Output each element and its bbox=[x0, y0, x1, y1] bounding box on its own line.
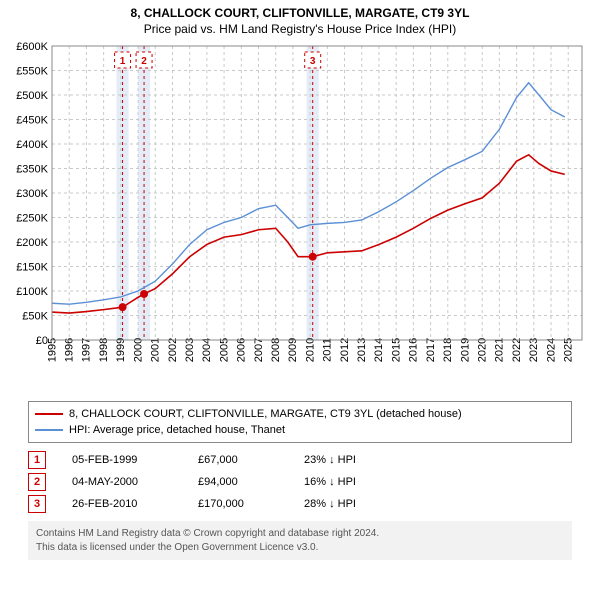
svg-text:£100K: £100K bbox=[16, 286, 48, 298]
title-line1: 8, CHALLOCK COURT, CLIFTONVILLE, MARGATE… bbox=[0, 6, 600, 20]
title-line2: Price paid vs. HM Land Registry's House … bbox=[0, 22, 600, 36]
chart-area: £0£50K£100K£150K£200K£250K£300K£350K£400… bbox=[8, 40, 592, 395]
svg-text:2022: 2022 bbox=[511, 338, 523, 362]
svg-text:2013: 2013 bbox=[356, 338, 368, 362]
legend-row: 8, CHALLOCK COURT, CLIFTONVILLE, MARGATE… bbox=[35, 406, 565, 422]
svg-text:£400K: £400K bbox=[16, 139, 48, 151]
svg-text:2015: 2015 bbox=[390, 338, 402, 362]
svg-text:2019: 2019 bbox=[459, 338, 471, 362]
svg-text:2001: 2001 bbox=[150, 338, 162, 362]
svg-text:£500K: £500K bbox=[16, 90, 48, 102]
svg-text:1997: 1997 bbox=[81, 338, 93, 362]
svg-text:2014: 2014 bbox=[373, 338, 385, 362]
svg-text:2016: 2016 bbox=[408, 338, 420, 362]
svg-text:£250K: £250K bbox=[16, 213, 48, 225]
sale-marker-2: 2 bbox=[28, 473, 46, 491]
svg-text:£600K: £600K bbox=[16, 41, 48, 53]
legend-swatch-1 bbox=[35, 413, 63, 415]
svg-text:2018: 2018 bbox=[442, 338, 454, 362]
svg-text:1999: 1999 bbox=[115, 338, 127, 362]
svg-text:£300K: £300K bbox=[16, 188, 48, 200]
svg-text:2023: 2023 bbox=[528, 338, 540, 362]
sale-row: 2 04-MAY-2000 £94,000 16% ↓ HPI bbox=[28, 471, 572, 493]
svg-text:2002: 2002 bbox=[167, 338, 179, 362]
sale-delta: 28% ↓ HPI bbox=[304, 498, 356, 510]
sale-delta: 16% ↓ HPI bbox=[304, 476, 356, 488]
svg-text:2008: 2008 bbox=[270, 338, 282, 362]
footer: Contains HM Land Registry data © Crown c… bbox=[28, 521, 572, 560]
svg-text:2: 2 bbox=[141, 56, 147, 67]
svg-text:2006: 2006 bbox=[236, 338, 248, 362]
sale-marker-1: 1 bbox=[28, 451, 46, 469]
legend-row: HPI: Average price, detached house, Than… bbox=[35, 422, 565, 438]
footer-line2: This data is licensed under the Open Gov… bbox=[36, 541, 564, 555]
legend-label-2: HPI: Average price, detached house, Than… bbox=[69, 424, 285, 436]
svg-text:2021: 2021 bbox=[494, 338, 506, 362]
svg-text:£50K: £50K bbox=[22, 311, 48, 323]
svg-text:2005: 2005 bbox=[218, 338, 230, 362]
svg-text:2010: 2010 bbox=[304, 338, 316, 362]
sale-row: 1 05-FEB-1999 £67,000 23% ↓ HPI bbox=[28, 449, 572, 471]
legend-swatch-2 bbox=[35, 429, 63, 431]
svg-text:1: 1 bbox=[120, 56, 126, 67]
sale-price: £67,000 bbox=[198, 454, 278, 466]
chart-container: 8, CHALLOCK COURT, CLIFTONVILLE, MARGATE… bbox=[0, 0, 600, 590]
sale-row: 3 26-FEB-2010 £170,000 28% ↓ HPI bbox=[28, 493, 572, 515]
svg-text:£200K: £200K bbox=[16, 237, 48, 249]
sale-date: 05-FEB-1999 bbox=[72, 454, 172, 466]
sales-table: 1 05-FEB-1999 £67,000 23% ↓ HPI 2 04-MAY… bbox=[28, 449, 572, 515]
svg-text:2003: 2003 bbox=[184, 338, 196, 362]
svg-text:£350K: £350K bbox=[16, 164, 48, 176]
svg-text:3: 3 bbox=[310, 56, 316, 67]
svg-text:£150K: £150K bbox=[16, 262, 48, 274]
legend-label-1: 8, CHALLOCK COURT, CLIFTONVILLE, MARGATE… bbox=[69, 408, 462, 420]
sale-date: 26-FEB-2010 bbox=[72, 498, 172, 510]
svg-text:1995: 1995 bbox=[46, 338, 58, 362]
svg-text:2012: 2012 bbox=[339, 338, 351, 362]
svg-text:2009: 2009 bbox=[287, 338, 299, 362]
svg-text:2000: 2000 bbox=[132, 338, 144, 362]
svg-text:1998: 1998 bbox=[98, 338, 110, 362]
plot-svg: £0£50K£100K£150K£200K£250K£300K£350K£400… bbox=[8, 40, 592, 395]
svg-text:1996: 1996 bbox=[64, 338, 76, 362]
sale-price: £94,000 bbox=[198, 476, 278, 488]
svg-text:2004: 2004 bbox=[201, 338, 213, 362]
sale-delta: 23% ↓ HPI bbox=[304, 454, 356, 466]
sale-marker-3: 3 bbox=[28, 495, 46, 513]
svg-text:2025: 2025 bbox=[563, 338, 575, 362]
titles: 8, CHALLOCK COURT, CLIFTONVILLE, MARGATE… bbox=[0, 0, 600, 36]
footer-line1: Contains HM Land Registry data © Crown c… bbox=[36, 527, 564, 541]
svg-text:2024: 2024 bbox=[545, 338, 557, 362]
svg-text:£450K: £450K bbox=[16, 115, 48, 127]
legend: 8, CHALLOCK COURT, CLIFTONVILLE, MARGATE… bbox=[28, 401, 572, 443]
sale-date: 04-MAY-2000 bbox=[72, 476, 172, 488]
svg-text:2020: 2020 bbox=[476, 338, 488, 362]
svg-text:2011: 2011 bbox=[322, 338, 334, 362]
svg-text:2007: 2007 bbox=[253, 338, 265, 362]
sale-price: £170,000 bbox=[198, 498, 278, 510]
svg-text:£550K: £550K bbox=[16, 66, 48, 78]
svg-text:2017: 2017 bbox=[425, 338, 437, 362]
